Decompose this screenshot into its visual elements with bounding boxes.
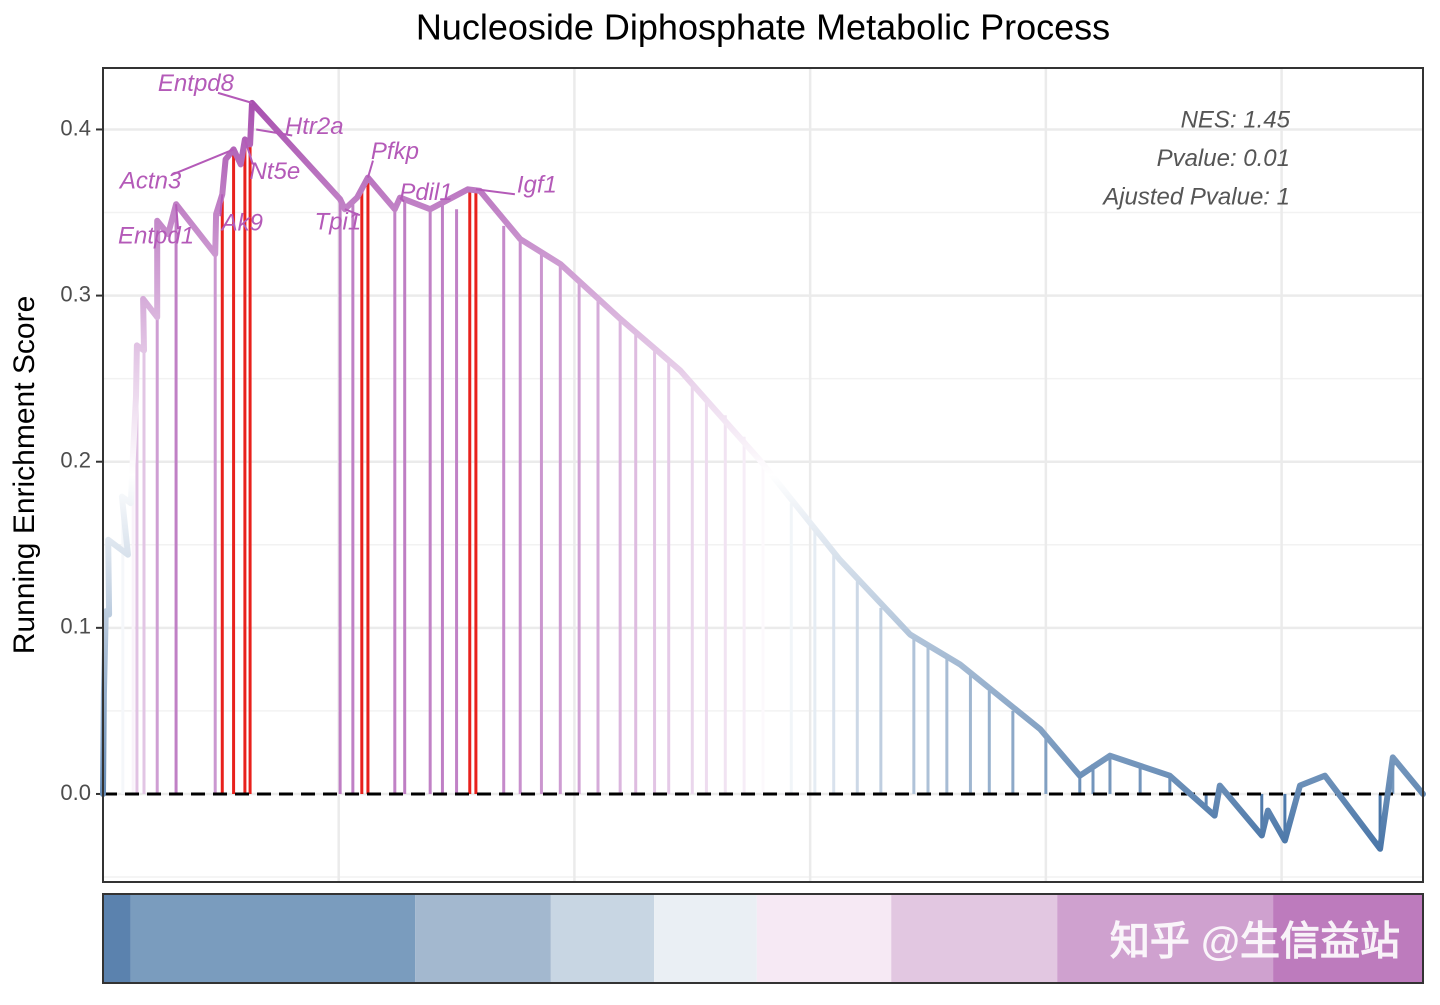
y-axis-label: Running Enrichment Score (8, 296, 41, 655)
colorbar-segment (1057, 894, 1274, 983)
watermark: 知乎 @生信益站 (1110, 920, 1400, 964)
colorbar-segment (654, 894, 757, 983)
annotation-arrow (256, 128, 293, 137)
colorbar-segment (130, 894, 416, 983)
stat-text: Ajusted Pvalue: 1 (1101, 183, 1290, 210)
stat-text: Pvalue: 0.01 (1157, 145, 1290, 172)
annotation-arrow (172, 148, 234, 176)
annotation-label: Tpi1 (314, 209, 361, 236)
colorbar-segment (550, 894, 655, 983)
colorbar-segment (415, 894, 551, 983)
y-tick-label: 0.3 (60, 281, 91, 306)
y-tick-label: 0.4 (60, 115, 91, 140)
annotation-arrow (219, 194, 224, 217)
y-tick-label: 0.1 (60, 614, 91, 639)
annotation-arrow (399, 196, 405, 203)
annotation-arrow (175, 204, 180, 230)
annotation-label: Igf1 (517, 172, 557, 199)
annotation-label: Entpd1 (118, 223, 194, 250)
plot-border (102, 67, 1424, 883)
colorbar-border (102, 893, 1424, 984)
annotation-label: Ak9 (220, 210, 263, 237)
colorbar-segment (756, 894, 892, 983)
y-tick-label: 0.0 (60, 780, 91, 805)
annotation-label: Htr2a (285, 113, 344, 140)
annotation-label: Actn3 (118, 168, 182, 195)
colorbar-segment (103, 894, 131, 983)
annotation-arrow (475, 188, 516, 196)
y-tick-label: 0.2 (60, 448, 91, 473)
annotation-arrow (217, 91, 253, 104)
annotation-label: Entpd8 (158, 70, 235, 97)
annotation-label: Nt5e (250, 158, 301, 185)
annotation-arrow (243, 139, 254, 165)
annotation-arrow (366, 160, 374, 178)
annotation-label: Pdil1 (399, 179, 452, 206)
annotation-label: Pfkp (371, 138, 419, 165)
annotation-arrow (344, 208, 361, 217)
running-es-curve (100, 99, 1426, 852)
colorbar-segment (1273, 894, 1423, 983)
colorbar-segment (891, 894, 1058, 983)
chart-title: Nucleoside Diphosphate Metabolic Process (416, 7, 1110, 48)
stat-text: NES: 1.45 (1181, 106, 1291, 133)
